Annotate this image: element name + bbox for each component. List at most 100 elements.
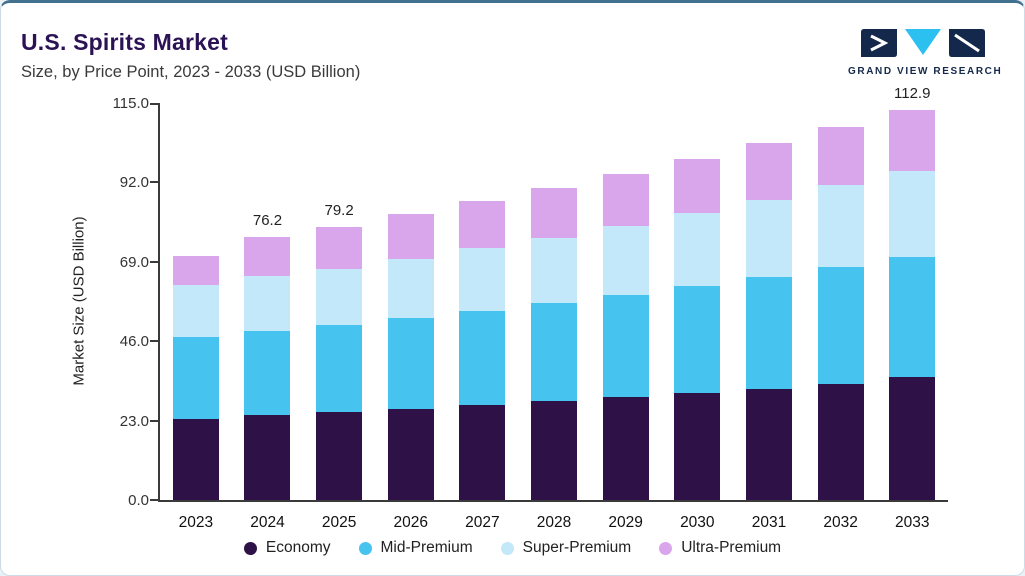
x-tick-label: 2033 [894,514,930,531]
bar-segment-economy [745,388,792,500]
legend-swatch [243,541,257,555]
bar-group-2025: 79.2 2025 [303,103,375,531]
x-tick-label: 2026 [393,514,428,531]
bar-segment-super-premium [316,268,363,326]
bar-segment-super-premium [531,237,578,304]
bar-segment-super-premium [817,184,864,267]
stacked-bar [817,127,864,500]
x-tick-label: 2029 [608,514,643,531]
bar-segment-super-premium [602,225,649,295]
x-tick-label: 2031 [751,514,787,531]
stacked-bar [745,143,792,500]
bar-segment-economy [316,412,363,500]
bar-segment-economy [531,401,578,500]
plot-area: 2023 76.2 2024 79.2 2025 2026 2027 2028 2029 2030… [150,85,948,531]
bar-segment-economy [172,418,219,500]
bar-segment-ultra-premium [172,255,219,286]
stacked-bar [889,110,936,500]
y-tick-label: 115.0 [112,95,149,112]
legend-label: Mid-Premium [380,539,473,556]
grand-view-research-logo: GRAND VIEW RESEARCH [848,29,1003,77]
bar-group-2031: 2031 [733,103,805,531]
bar-segment-mid-premium [817,267,864,384]
bar-value-label: 112.9 [894,85,931,103]
y-tick-label: 23.0 [119,412,149,430]
bar-segment-mid-premium [172,336,219,419]
bar-segment-super-premium [459,248,506,311]
bar-segment-ultra-premium [531,187,578,238]
bar-segment-ultra-premium [817,127,864,185]
legend-swatch [358,541,372,555]
bar-group-2024: 76.2 2024 [232,103,304,531]
bar-segment-mid-premium [459,310,506,406]
bar-segment-ultra-premium [387,214,434,260]
legend-label: Ultra-Premium [681,539,782,556]
bar-segment-super-premium [172,285,219,337]
bar-segment-mid-premium [316,325,363,413]
bar-segment-mid-premium [602,294,649,398]
bar-segment-ultra-premium [316,226,363,269]
bar-segment-economy [817,383,864,500]
legend-item-ultra-premium: Ultra-Premium [659,539,781,557]
y-tick-mark [150,103,158,105]
y-tick-mark [150,499,158,501]
bar-segment-ultra-premium [745,143,792,200]
y-tick-label: 92.0 [119,174,149,192]
x-tick-label: 2023 [178,514,214,531]
y-tick-label: 0.0 [128,492,149,509]
y-tick-mark [150,260,158,263]
legend-swatch [500,541,514,555]
legend-item-economy: Economy [243,539,331,557]
stacked-bar [244,236,291,500]
bar-group-2029: 2029 [590,103,662,531]
bar-group-2026: 2026 [375,103,447,531]
bar-segment-super-premium [387,259,434,319]
bar-segment-economy [889,377,936,500]
bar-group-2032: 2032 [805,103,877,531]
bar-segment-mid-premium [674,286,721,393]
chart-subtitle: Size, by Price Point, 2023 - 2033 (USD B… [21,63,361,81]
legend-swatch [659,541,673,555]
bar-segment-mid-premium [889,256,936,378]
bar-segment-mid-premium [531,303,578,402]
bar-segment-economy [459,405,506,500]
bar-group-2027: 2027 [447,103,519,531]
bar-group-2033: 112.9 2033 [876,85,948,531]
bar-segment-mid-premium [244,330,291,416]
x-tick-label: 2032 [823,514,858,531]
bar-segment-economy [602,397,649,500]
bar-segment-ultra-premium [674,158,721,214]
legend-item-mid-premium: Mid-Premium [358,539,473,557]
y-tick-mark [150,419,158,422]
bar-group-2023: 2023 [160,103,232,531]
logo-text: GRAND VIEW RESEARCH [848,66,1003,77]
bar-segment-super-premium [745,199,792,277]
stacked-bar [531,187,578,500]
logo-mark-icon [861,29,985,57]
legend-item-super-premium: Super-Premium [500,539,631,557]
y-tick-mark [150,340,158,343]
stacked-bar [674,158,721,500]
bar-segment-mid-premium [745,277,792,389]
bar-segment-mid-premium [387,318,434,409]
bar-segment-economy [244,415,291,500]
bar-value-label: 76.2 [252,211,283,229]
x-tick-label: 2025 [321,514,357,531]
bar-segment-economy [674,392,721,500]
y-tick-label: 69.0 [119,253,149,271]
y-tick-label: 46.0 [119,333,149,351]
bar-segment-super-premium [889,170,936,257]
bar-segment-economy [387,408,434,500]
bar-value-label: 79.2 [324,201,354,219]
bar-segment-super-premium [244,275,291,331]
bar-segment-super-premium [674,213,721,287]
stacked-bar [387,214,434,500]
stacked-bar [172,255,219,500]
y-axis-title: Market Size (USD Billion) [70,216,88,386]
bar-segment-ultra-premium [244,236,291,276]
x-tick-label: 2027 [465,514,500,531]
bar-segment-ultra-premium [889,110,936,171]
bar-group-2030: 2030 [661,103,733,531]
stacked-bar [316,226,363,500]
y-axis-ticks: 0.0 23.0 46.0 69.0 92.0 115.0 [87,95,149,509]
